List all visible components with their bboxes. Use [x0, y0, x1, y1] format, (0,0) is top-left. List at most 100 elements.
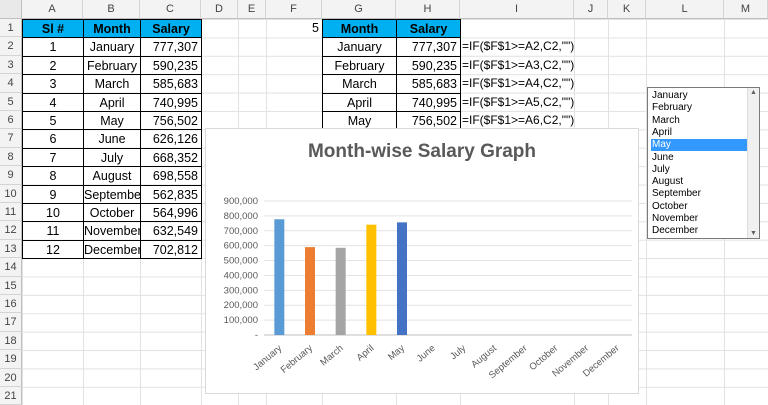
- row-header-15[interactable]: 15: [0, 276, 22, 295]
- listbox-item-december[interactable]: December: [652, 225, 699, 237]
- helper-cell[interactable]: 777,307: [396, 37, 461, 57]
- row-header-10[interactable]: 10: [0, 184, 22, 203]
- row-header-7[interactable]: 7: [0, 129, 22, 148]
- table-cell[interactable]: 777,307: [140, 37, 202, 57]
- table-cell[interactable]: 12: [22, 239, 84, 260]
- helper-cell[interactable]: January: [322, 37, 397, 57]
- table-header-cell[interactable]: Sl #: [22, 19, 84, 39]
- table-cell[interactable]: 668,352: [140, 147, 202, 168]
- table-cell[interactable]: 698,558: [140, 166, 202, 186]
- column-header-f[interactable]: F: [266, 0, 322, 19]
- row-header-3[interactable]: 3: [0, 55, 22, 75]
- row-header-21[interactable]: 21: [0, 387, 22, 405]
- helper-cell[interactable]: 585,683: [396, 74, 461, 94]
- table-cell[interactable]: March: [83, 74, 141, 94]
- table-header-cell[interactable]: Month: [83, 19, 141, 39]
- row-header-1[interactable]: 1: [0, 19, 22, 38]
- table-cell[interactable]: June: [83, 129, 141, 149]
- row-header-20[interactable]: 20: [0, 368, 22, 387]
- table-cell[interactable]: 5: [22, 111, 84, 131]
- row-header-14[interactable]: 14: [0, 258, 22, 277]
- listbox-item-november[interactable]: November: [652, 213, 699, 224]
- table-cell[interactable]: 632,549: [140, 221, 202, 241]
- formula-cell[interactable]: =IF($F$1>=A4,C2,""): [462, 76, 575, 91]
- month-listbox[interactable]: January February March April May June July Augu…: [647, 87, 760, 239]
- listbox-item-may[interactable]: May: [651, 139, 748, 152]
- column-header-b[interactable]: B: [83, 0, 140, 19]
- row-header-6[interactable]: 6: [0, 111, 22, 130]
- helper-cell[interactable]: 740,995: [396, 92, 461, 112]
- table-cell[interactable]: April: [83, 92, 141, 112]
- helper-header-cell[interactable]: Salary: [396, 19, 461, 39]
- table-cell[interactable]: 2: [22, 55, 84, 76]
- column-header-i[interactable]: I: [460, 0, 574, 19]
- table-cell[interactable]: 1: [22, 37, 84, 57]
- column-header-c[interactable]: C: [140, 0, 201, 19]
- salary-chart[interactable]: Month-wise Salary Graph - 100,000 200,000 3…: [205, 128, 639, 394]
- listbox-item-august[interactable]: August: [652, 176, 684, 188]
- table-cell[interactable]: January: [83, 37, 141, 57]
- listbox-item-april[interactable]: April: [652, 126, 673, 138]
- row-header-2[interactable]: 2: [0, 37, 22, 56]
- table-cell[interactable]: August: [83, 166, 141, 186]
- table-cell[interactable]: 7: [22, 147, 84, 168]
- table-cell[interactable]: 8: [22, 166, 84, 186]
- row-header-17[interactable]: 17: [0, 313, 22, 332]
- row-header-19[interactable]: 19: [0, 350, 22, 369]
- table-cell[interactable]: May: [83, 111, 141, 131]
- row-header-4[interactable]: 4: [0, 74, 22, 93]
- column-header-k[interactable]: K: [608, 0, 646, 19]
- listbox-item-march[interactable]: March: [652, 114, 680, 126]
- row-header-8[interactable]: 8: [0, 147, 22, 167]
- table-cell[interactable]: 564,996: [140, 203, 202, 223]
- row-header-13[interactable]: 13: [0, 239, 22, 259]
- column-header-j[interactable]: J: [574, 0, 608, 19]
- listbox-item-october[interactable]: October: [652, 200, 688, 212]
- helper-cell[interactable]: February: [322, 55, 397, 76]
- column-header-a[interactable]: A: [22, 0, 83, 19]
- table-cell[interactable]: 590,235: [140, 55, 202, 76]
- cell-f1-value[interactable]: 5: [312, 21, 319, 35]
- scroll-up-icon[interactable]: ▲: [750, 89, 757, 96]
- table-cell[interactable]: December: [83, 239, 141, 260]
- formula-cell[interactable]: =IF($F$1>=A5,C2,""): [462, 94, 575, 109]
- formula-cell[interactable]: =IF($F$1>=A3,C2,""): [462, 57, 575, 72]
- listbox-item-january[interactable]: January: [652, 90, 688, 101]
- row-header-5[interactable]: 5: [0, 92, 22, 111]
- table-cell[interactable]: 702,812: [140, 239, 202, 260]
- table-cell[interactable]: 585,683: [140, 74, 202, 94]
- column-header-d[interactable]: D: [201, 0, 238, 19]
- listbox-item-september[interactable]: September: [652, 188, 701, 200]
- column-header-l[interactable]: L: [646, 0, 724, 19]
- listbox-item-february[interactable]: February: [652, 102, 693, 114]
- listbox-item-june[interactable]: June: [652, 151, 674, 163]
- column-header-g[interactable]: G: [322, 0, 396, 19]
- row-header-9[interactable]: 9: [0, 166, 22, 185]
- helper-cell[interactable]: 590,235: [396, 55, 461, 76]
- column-header-m[interactable]: M: [724, 0, 768, 19]
- row-header-16[interactable]: 16: [0, 295, 22, 314]
- column-header-e[interactable]: E: [238, 0, 266, 19]
- table-cell[interactable]: 740,995: [140, 92, 202, 112]
- column-header-h[interactable]: H: [396, 0, 460, 19]
- table-cell[interactable]: 9: [22, 184, 84, 204]
- helper-cell[interactable]: April: [322, 92, 397, 112]
- row-header-18[interactable]: 18: [0, 331, 22, 351]
- table-cell[interactable]: November: [83, 221, 141, 241]
- formula-cell[interactable]: =IF($F$1>=A2,C2,""): [462, 39, 575, 54]
- table-cell[interactable]: September: [83, 184, 141, 204]
- listbox-scrollbar[interactable]: ▲ ▼: [747, 88, 759, 238]
- table-cell[interactable]: February: [83, 55, 141, 76]
- scroll-down-icon[interactable]: ▼: [750, 230, 757, 237]
- table-cell[interactable]: 10: [22, 203, 84, 223]
- table-cell[interactable]: 6: [22, 129, 84, 149]
- table-cell[interactable]: 4: [22, 92, 84, 112]
- formula-cell[interactable]: =IF($F$1>=A6,C2,""): [462, 113, 575, 127]
- table-cell[interactable]: 756,502: [140, 111, 202, 131]
- select-all-corner[interactable]: [0, 0, 22, 19]
- table-cell[interactable]: 562,835: [140, 184, 202, 204]
- helper-header-cell[interactable]: Month: [322, 19, 397, 39]
- listbox-item-july[interactable]: July: [652, 163, 670, 175]
- row-header-11[interactable]: 11: [0, 203, 22, 222]
- table-cell[interactable]: 626,126: [140, 129, 202, 149]
